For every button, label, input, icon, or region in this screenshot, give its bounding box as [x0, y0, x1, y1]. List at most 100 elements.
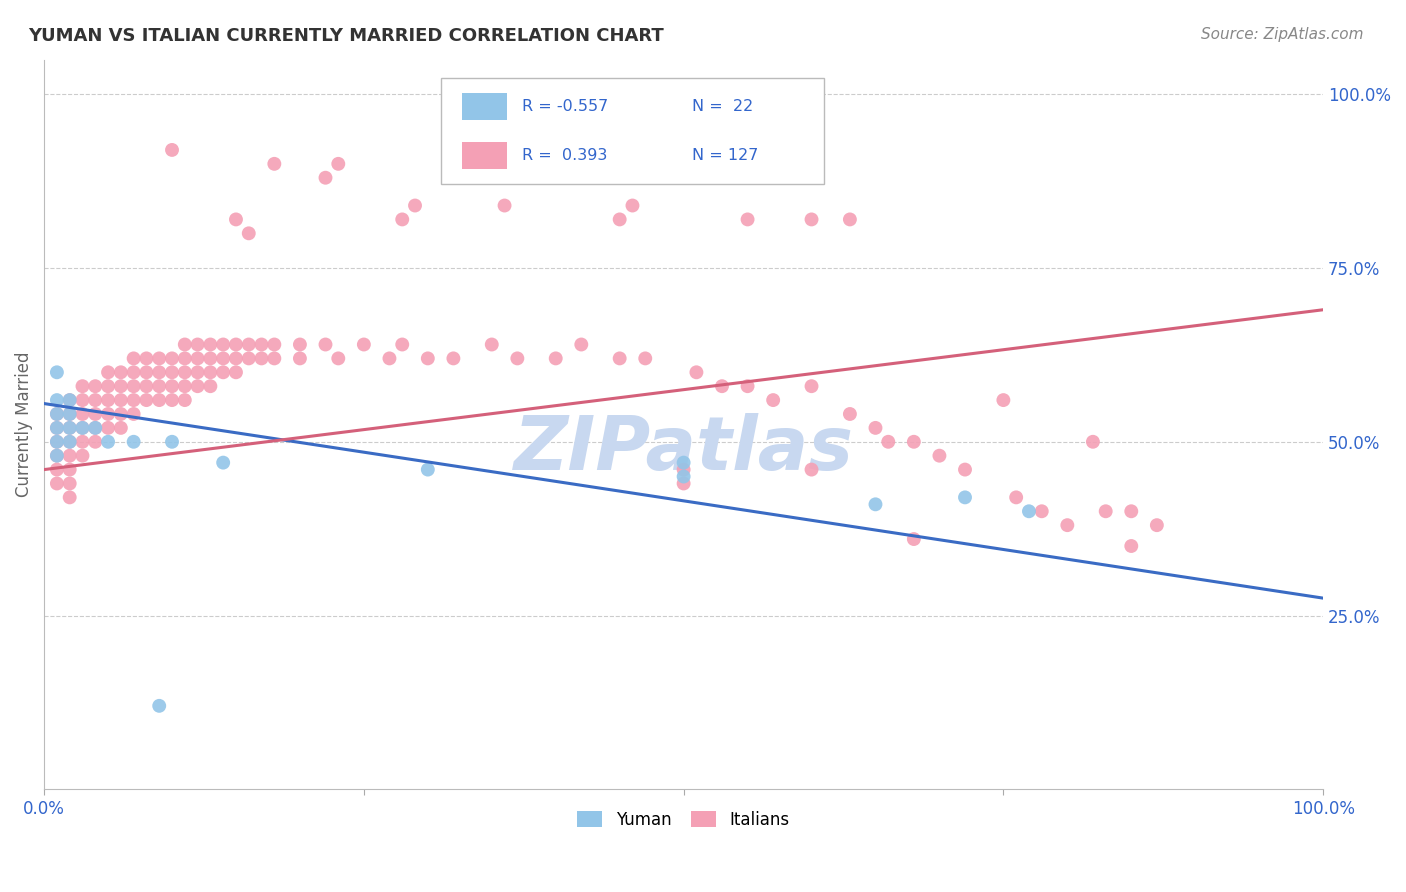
Point	[353, 337, 375, 351]
Point	[135, 365, 157, 379]
Point	[59, 462, 82, 476]
Point	[737, 212, 759, 227]
Point	[45, 476, 67, 491]
Point	[59, 491, 82, 505]
Point	[250, 337, 273, 351]
Point	[672, 456, 695, 470]
Point	[135, 351, 157, 366]
Point	[865, 421, 887, 435]
Point	[110, 393, 132, 408]
Point	[838, 212, 860, 227]
Point	[391, 337, 413, 351]
Point	[263, 157, 285, 171]
Point	[200, 351, 222, 366]
Point	[877, 434, 900, 449]
Point	[72, 379, 94, 393]
Text: R = -0.557: R = -0.557	[523, 99, 609, 113]
Point	[238, 337, 260, 351]
Point	[903, 532, 925, 546]
Point	[634, 351, 657, 366]
Point	[45, 407, 67, 421]
Point	[84, 379, 107, 393]
Point	[800, 462, 823, 476]
Point	[1056, 518, 1078, 533]
Point	[84, 421, 107, 435]
Text: YUMAN VS ITALIAN CURRENTLY MARRIED CORRELATION CHART: YUMAN VS ITALIAN CURRENTLY MARRIED CORRE…	[28, 27, 664, 45]
Point	[737, 379, 759, 393]
Point	[212, 337, 235, 351]
Point	[187, 351, 209, 366]
Point	[928, 449, 950, 463]
Point	[212, 365, 235, 379]
Point	[212, 351, 235, 366]
Point	[441, 351, 464, 366]
Point	[212, 456, 235, 470]
Point	[59, 407, 82, 421]
Point	[800, 212, 823, 227]
Point	[84, 393, 107, 408]
Point	[59, 421, 82, 435]
Point	[72, 449, 94, 463]
Point	[1081, 434, 1104, 449]
Point	[97, 421, 120, 435]
Point	[506, 351, 529, 366]
Point	[609, 212, 631, 227]
Point	[148, 698, 170, 713]
Point	[160, 393, 183, 408]
Point	[59, 393, 82, 408]
Point	[737, 170, 759, 185]
Point	[148, 393, 170, 408]
Point	[59, 407, 82, 421]
Point	[148, 365, 170, 379]
Point	[1031, 504, 1053, 518]
Point	[200, 337, 222, 351]
Point	[72, 407, 94, 421]
Point	[993, 393, 1015, 408]
Point	[672, 462, 695, 476]
Point	[59, 434, 82, 449]
Point	[225, 351, 247, 366]
Point	[865, 497, 887, 511]
Point	[45, 393, 67, 408]
Text: N = 127: N = 127	[692, 148, 758, 163]
Point	[45, 407, 67, 421]
Point	[225, 337, 247, 351]
Point	[122, 351, 145, 366]
Point	[288, 351, 311, 366]
Point	[315, 337, 337, 351]
Point	[45, 365, 67, 379]
Y-axis label: Currently Married: Currently Married	[15, 351, 32, 497]
Point	[250, 351, 273, 366]
Point	[1121, 504, 1143, 518]
Point	[391, 212, 413, 227]
Point	[187, 379, 209, 393]
Point	[800, 379, 823, 393]
Text: ZIPatlas: ZIPatlas	[513, 414, 853, 486]
Point	[160, 379, 183, 393]
Bar	[463, 93, 508, 120]
Point	[59, 421, 82, 435]
Point	[122, 365, 145, 379]
Point	[494, 198, 516, 212]
Bar	[463, 142, 508, 169]
Point	[481, 337, 503, 351]
Point	[187, 365, 209, 379]
Point	[59, 434, 82, 449]
Point	[315, 170, 337, 185]
Point	[160, 351, 183, 366]
Point	[416, 462, 439, 476]
Point	[45, 434, 67, 449]
Point	[441, 170, 464, 185]
Point	[711, 379, 734, 393]
Point	[200, 379, 222, 393]
Point	[762, 393, 785, 408]
Point	[609, 351, 631, 366]
Point	[45, 421, 67, 435]
Text: R =  0.393: R = 0.393	[523, 148, 607, 163]
Point	[160, 365, 183, 379]
Point	[110, 379, 132, 393]
Point	[45, 449, 67, 463]
Point	[45, 449, 67, 463]
Point	[110, 421, 132, 435]
Point	[378, 351, 401, 366]
